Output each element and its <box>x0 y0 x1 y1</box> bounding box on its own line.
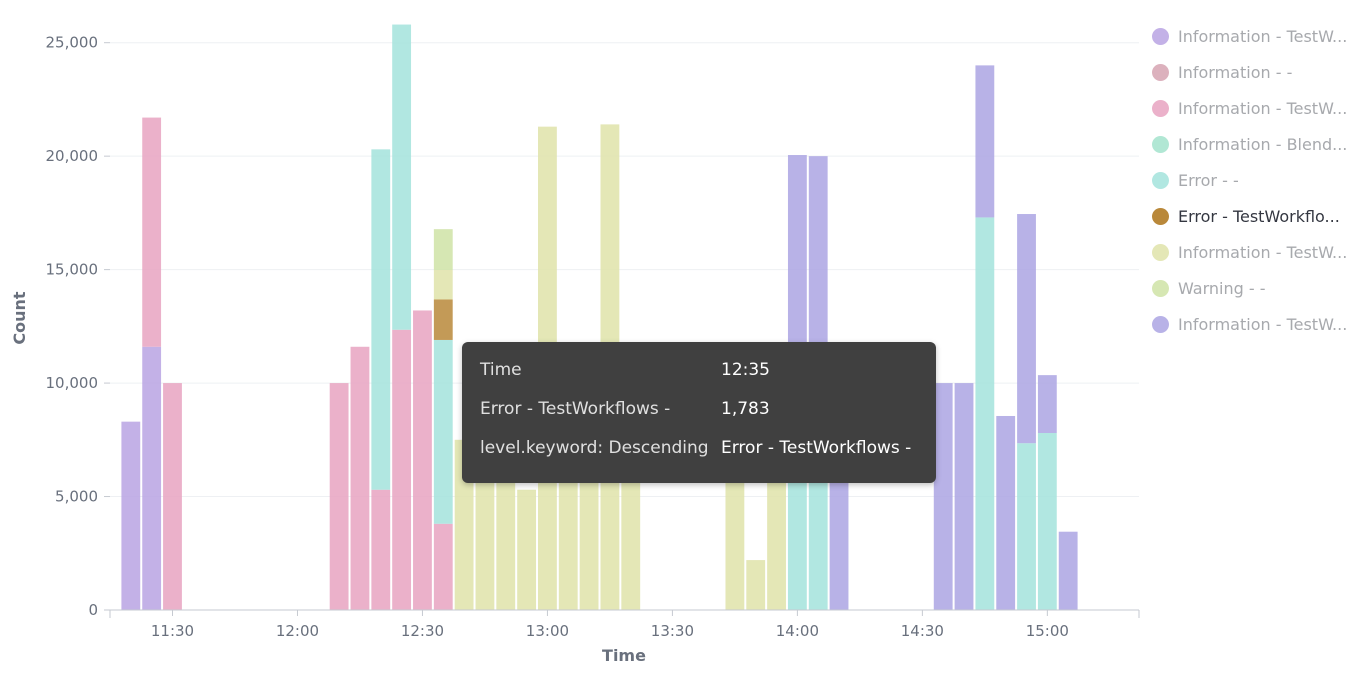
bar-segment[interactable] <box>142 117 162 347</box>
legend-item[interactable]: Information - Blend... <box>1148 126 1360 162</box>
bar-segment[interactable] <box>371 149 391 490</box>
legend-label: Error - - <box>1178 170 1239 190</box>
x-tick-label: 14:00 <box>776 622 819 640</box>
y-tick-label: 15,000 <box>46 261 99 279</box>
bar-segment[interactable] <box>371 489 391 610</box>
legend-label: Error - TestWorkflo... <box>1178 206 1340 226</box>
bar-segment[interactable] <box>433 523 453 610</box>
tooltip-key: level.keyword: Descending <box>480 438 709 458</box>
bar-segment[interactable] <box>121 421 141 610</box>
bar-segment[interactable] <box>142 346 162 610</box>
legend-item[interactable]: Error - TestWorkflo... <box>1148 198 1360 234</box>
bar-segment[interactable] <box>1017 214 1036 444</box>
tooltip-row: Time 12:35 <box>480 360 918 399</box>
bar-segment[interactable] <box>433 229 453 271</box>
legend-label: Information - TestW... <box>1178 26 1348 46</box>
bar-segment[interactable] <box>808 462 828 611</box>
bar-segment[interactable] <box>975 65 995 218</box>
y-axis: 0 5,000 10,000 15,000 20,000 25,000 <box>46 34 1139 619</box>
x-tick-label: 13:00 <box>526 622 569 640</box>
legend-color-dot-icon <box>1152 99 1169 117</box>
legend-label: Information - TestW... <box>1178 314 1348 334</box>
legend-color-dot-icon <box>1152 243 1169 261</box>
y-tick-label: 20,000 <box>46 147 99 165</box>
bar-segment[interactable] <box>392 24 412 330</box>
bar-segment[interactable] <box>1017 443 1036 610</box>
bar-segment[interactable] <box>433 299 453 340</box>
legend-label: Information - Blend... <box>1178 134 1348 154</box>
bar-segment[interactable] <box>621 453 641 610</box>
chart-tooltip: Time 12:35 Error - TestWorkflows - 1,783 lev… <box>462 342 936 483</box>
bar-segment[interactable] <box>787 462 807 611</box>
bar-segment[interactable] <box>350 346 370 610</box>
y-axis-title: Count <box>10 291 29 345</box>
bar-segment[interactable] <box>1037 433 1057 610</box>
y-tick-label: 5,000 <box>55 488 98 506</box>
legend-label: Information - TestW... <box>1178 98 1348 118</box>
legend-color-dot-icon <box>1152 207 1169 225</box>
bar-segment[interactable] <box>517 489 537 610</box>
bar-segment[interactable] <box>579 453 599 610</box>
tooltip-value: 12:35 <box>721 360 770 380</box>
x-axis-title: Time <box>602 646 646 665</box>
tooltip-row: Error - TestWorkflows - 1,783 <box>480 399 918 438</box>
bar-segment[interactable] <box>1037 375 1057 433</box>
legend-color-dot-icon <box>1152 63 1169 81</box>
y-tick-label: 10,000 <box>46 374 99 392</box>
legend-item[interactable]: Information - TestW... <box>1148 306 1360 342</box>
x-axis: 11:30 12:00 12:30 13:00 13:30 14:00 14:30 15:00 <box>109 609 1140 640</box>
tooltip-key: Error - TestWorkflows - <box>480 399 671 419</box>
bar-segment[interactable] <box>496 480 516 610</box>
bar-segment[interactable] <box>558 451 578 610</box>
tooltip-key: Time <box>480 360 522 380</box>
legend-item[interactable]: Information - TestW... <box>1148 90 1360 126</box>
stacked-bar-chart[interactable]: 0 5,000 10,000 15,000 20,000 25,000 11:30 12:0… <box>0 0 1140 694</box>
x-tick-label: 12:00 <box>276 622 319 640</box>
y-tick-label: 0 <box>88 601 98 619</box>
x-tick-label: 13:30 <box>651 622 694 640</box>
legend-color-dot-icon <box>1152 27 1169 45</box>
bar-segment[interactable] <box>996 415 1016 610</box>
x-tick-label: 12:30 <box>401 622 444 640</box>
x-tick-label: 11:30 <box>151 622 194 640</box>
bar-segment[interactable] <box>433 270 453 300</box>
legend-item[interactable]: Information - TestW... <box>1148 234 1360 270</box>
x-tick-label: 15:00 <box>1026 622 1069 640</box>
legend-color-dot-icon <box>1152 315 1169 333</box>
bar-segment[interactable] <box>725 462 745 611</box>
y-tick-label: 25,000 <box>46 34 99 52</box>
bar-segment[interactable] <box>829 469 849 610</box>
bar-layer[interactable] <box>121 24 1078 611</box>
legend-item[interactable]: Warning - - <box>1148 270 1360 306</box>
bar-segment[interactable] <box>975 217 995 611</box>
bar-segment[interactable] <box>163 383 182 610</box>
bar-segment[interactable] <box>767 460 786 610</box>
tooltip-value: Error - TestWorkflows - <box>721 438 912 458</box>
tooltip-row: level.keyword: Descending Error - TestWor… <box>480 438 918 477</box>
legend: Information - TestW... Information - - Inf… <box>1148 18 1360 342</box>
legend-label: Information - TestW... <box>1178 242 1348 262</box>
legend-item[interactable]: Information - TestW... <box>1148 18 1360 54</box>
bar-segment[interactable] <box>954 383 974 610</box>
legend-item[interactable]: Information - - <box>1148 54 1360 90</box>
legend-color-dot-icon <box>1152 279 1169 297</box>
legend-color-dot-icon <box>1152 135 1169 153</box>
tooltip-value: 1,783 <box>721 399 770 419</box>
legend-color-dot-icon <box>1152 171 1169 189</box>
legend-label: Warning - - <box>1178 278 1266 298</box>
legend-item[interactable]: Error - - <box>1148 162 1360 198</box>
legend-label: Information - - <box>1178 62 1293 82</box>
bar-segment[interactable] <box>433 339 453 524</box>
bar-segment[interactable] <box>933 383 953 610</box>
bar-segment[interactable] <box>413 310 432 610</box>
bar-segment[interactable] <box>746 560 766 610</box>
bar-segment[interactable] <box>1058 531 1078 610</box>
bar-segment[interactable] <box>329 383 349 610</box>
bar-segment[interactable] <box>392 329 412 610</box>
x-tick-label: 14:30 <box>901 622 944 640</box>
